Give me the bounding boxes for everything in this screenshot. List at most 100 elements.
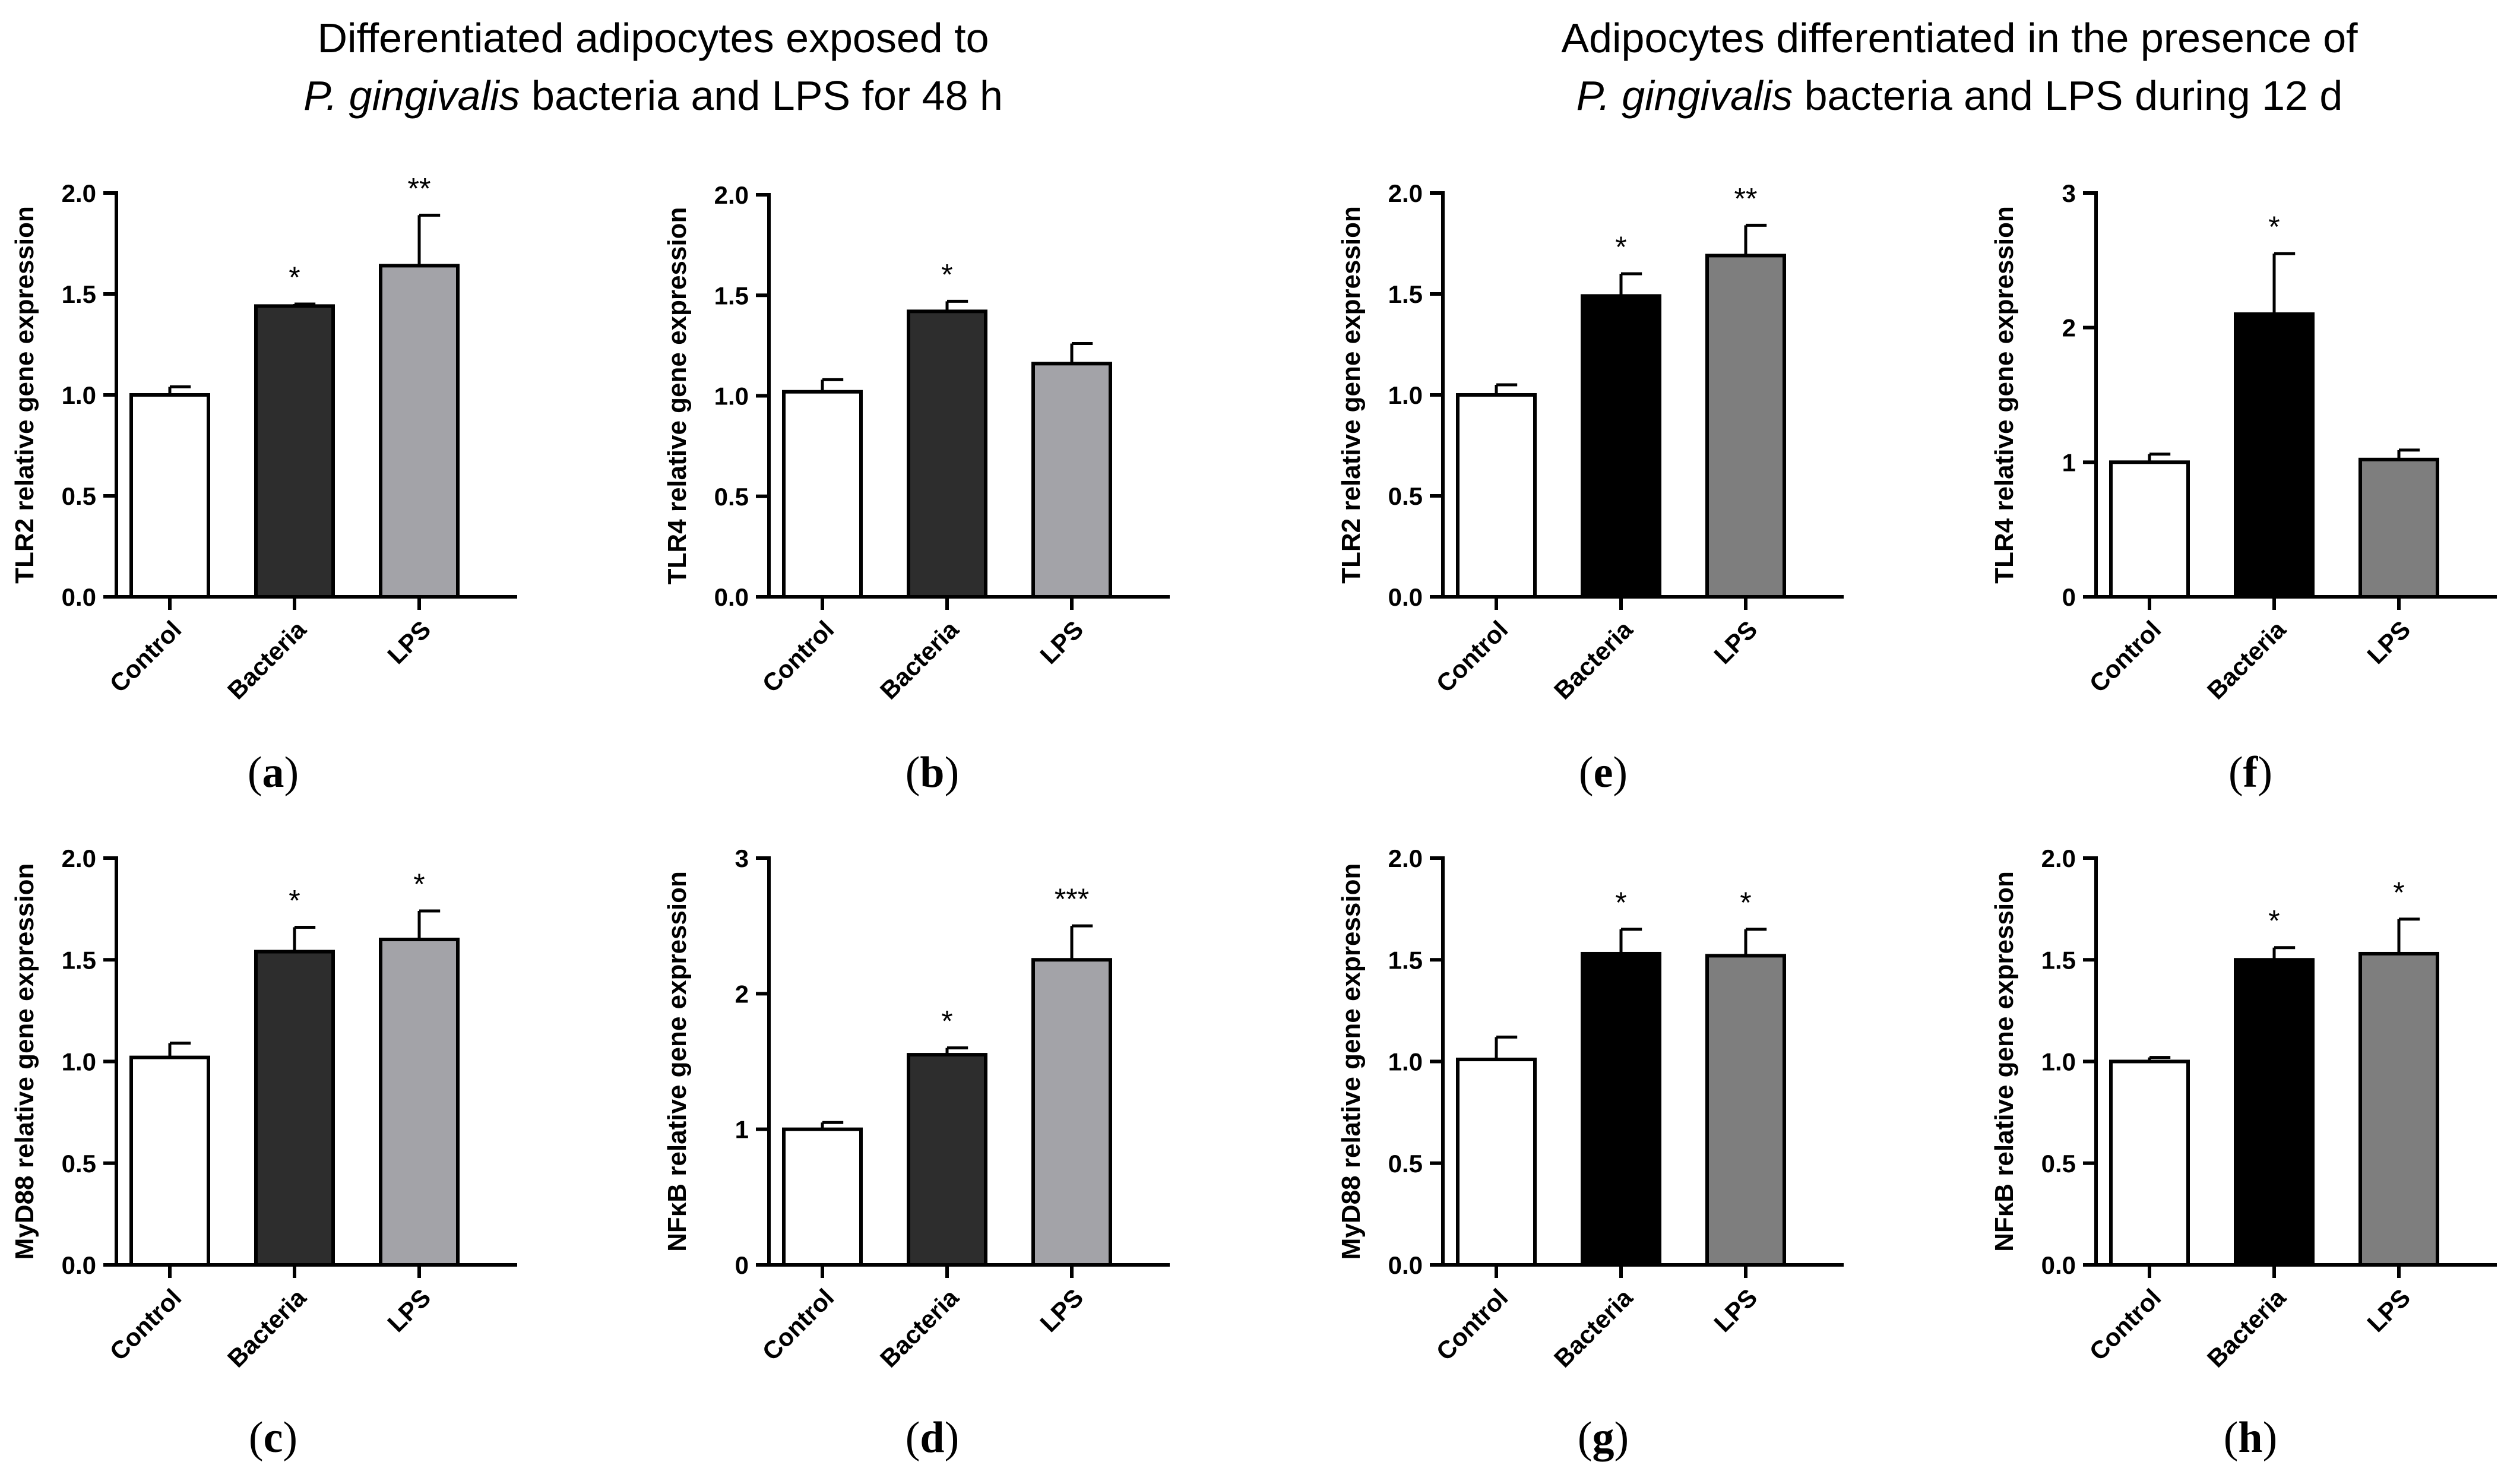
y-axis-label: NFκB relative gene expression bbox=[1990, 871, 2019, 1252]
panel-label: (a) bbox=[248, 748, 299, 797]
y-tick-label: 1.0 bbox=[1388, 381, 1423, 409]
bar-lps bbox=[381, 939, 458, 1265]
y-tick-label: 0.5 bbox=[62, 482, 96, 510]
y-tick-label: 0.5 bbox=[62, 1150, 96, 1178]
y-tick-label: 0.0 bbox=[1388, 1251, 1423, 1279]
panel-label: (g) bbox=[1578, 1413, 1629, 1462]
y-tick-label: 0.0 bbox=[62, 583, 96, 611]
y-tick-label: 2 bbox=[735, 980, 749, 1008]
y-axis-label: MyD88 relative gene expression bbox=[10, 863, 39, 1260]
y-tick-label: 1.0 bbox=[1388, 1048, 1423, 1076]
y-tick-label: 1.5 bbox=[62, 946, 96, 974]
bar-control bbox=[1458, 395, 1535, 597]
x-category-label: Bacteria bbox=[2202, 615, 2291, 705]
bar-lps bbox=[1707, 955, 1784, 1265]
chart-panel-a: 0.0 0.5 1.0 1.5 2.0 TLR2 relative gene expres… bbox=[10, 172, 517, 797]
bar-control bbox=[131, 1058, 208, 1265]
panel-label: (b) bbox=[906, 748, 959, 797]
bar-lps bbox=[381, 265, 458, 597]
y-tick-label: 0.5 bbox=[714, 483, 749, 511]
bar-lps bbox=[1033, 960, 1110, 1265]
y-tick-label: 1.0 bbox=[62, 1048, 96, 1076]
x-category-label: LPS bbox=[382, 1283, 436, 1337]
x-category-label: Control bbox=[2084, 615, 2167, 698]
bar-control bbox=[1458, 1059, 1535, 1265]
header-right-line2: P. gingivalis bacteria and LPS during 12… bbox=[1576, 72, 2343, 119]
y-axis-label: TLR4 relative gene expression bbox=[1990, 206, 2019, 584]
y-axis-label: TLR4 relative gene expression bbox=[663, 207, 692, 585]
header-left-line2: P. gingivalis bacteria and LPS for 48 h bbox=[303, 72, 1003, 119]
y-tick-label: 1.5 bbox=[62, 280, 96, 308]
x-category-label: Control bbox=[2084, 1283, 2167, 1366]
y-tick-label: 1.5 bbox=[1388, 280, 1423, 308]
y-axis-label: TLR2 relative gene expression bbox=[1337, 206, 1366, 584]
x-category-label: Bacteria bbox=[875, 615, 964, 705]
y-tick-label: 0.0 bbox=[714, 583, 749, 611]
x-category-label: Bacteria bbox=[875, 1283, 964, 1373]
y-tick-label: 0.0 bbox=[1388, 583, 1423, 611]
bar-lps bbox=[2360, 460, 2437, 597]
chart-panel-d: 0 1 2 3 NFκB relative gene expression Control… bbox=[663, 844, 1170, 1462]
y-tick-label: 1.0 bbox=[714, 382, 749, 410]
x-category-label: Control bbox=[1431, 615, 1514, 698]
significance-marker: ** bbox=[1734, 182, 1758, 215]
x-category-label: Control bbox=[1431, 1283, 1514, 1366]
y-tick-label: 1.0 bbox=[2041, 1048, 2076, 1076]
bar-lps bbox=[2360, 954, 2437, 1265]
bar-control bbox=[2111, 1062, 2188, 1265]
significance-marker: * bbox=[413, 868, 425, 901]
bar-bacteria bbox=[1582, 296, 1660, 597]
bar-control bbox=[784, 392, 861, 597]
x-category-label: Bacteria bbox=[222, 615, 312, 705]
x-category-label: Bacteria bbox=[222, 1283, 312, 1373]
panel-label: (e) bbox=[1579, 748, 1628, 797]
y-axis-label: TLR2 relative gene expression bbox=[10, 206, 39, 584]
y-axis-label: NFκB relative gene expression bbox=[663, 871, 692, 1252]
chart-panel-f: 0 1 2 3 TLR4 relative gene expression Control… bbox=[1990, 179, 2497, 797]
significance-marker: * bbox=[2393, 876, 2404, 909]
y-tick-label: 1.0 bbox=[62, 381, 96, 409]
x-category-label: LPS bbox=[1034, 1283, 1088, 1337]
y-tick-label: 1.5 bbox=[1388, 946, 1423, 974]
y-tick-label: 2.0 bbox=[62, 179, 96, 207]
chart-panel-b: 0.0 0.5 1.0 1.5 2.0 TLR4 relative gene expres… bbox=[663, 181, 1170, 797]
panels-group: 0.0 0.5 1.0 1.5 2.0 TLR2 relative gene expres… bbox=[10, 172, 2497, 1462]
x-category-label: LPS bbox=[1708, 615, 1762, 669]
y-tick-label: 3 bbox=[2062, 179, 2076, 207]
significance-marker: * bbox=[289, 884, 300, 917]
bar-control bbox=[131, 395, 208, 597]
bar-bacteria bbox=[908, 1055, 986, 1265]
y-tick-label: 2.0 bbox=[714, 181, 749, 209]
bar-bacteria bbox=[256, 306, 333, 597]
x-category-label: Control bbox=[105, 1283, 187, 1366]
bar-bacteria bbox=[2236, 314, 2313, 597]
panel-label: (h) bbox=[2224, 1413, 2277, 1462]
significance-marker: * bbox=[2268, 904, 2280, 938]
y-axis-label: MyD88 relative gene expression bbox=[1337, 863, 1366, 1260]
bar-bacteria bbox=[256, 952, 333, 1265]
x-category-label: LPS bbox=[1708, 1283, 1762, 1337]
chart-panel-e: 0.0 0.5 1.0 1.5 2.0 TLR2 relative gene expres… bbox=[1337, 179, 1844, 797]
x-category-label: Bacteria bbox=[1549, 1283, 1638, 1373]
x-category-label: LPS bbox=[1034, 615, 1088, 669]
bar-control bbox=[784, 1129, 861, 1265]
x-category-label: Control bbox=[105, 615, 187, 698]
significance-marker: * bbox=[1740, 886, 1751, 919]
panel-label: (f) bbox=[2228, 748, 2272, 797]
y-tick-label: 2.0 bbox=[2041, 844, 2076, 872]
bar-lps bbox=[1033, 363, 1110, 597]
chart-panel-c: 0.0 0.5 1.0 1.5 2.0 MyD88 relative gene expre… bbox=[10, 844, 517, 1462]
y-tick-label: 0.5 bbox=[1388, 1150, 1423, 1178]
significance-marker: * bbox=[941, 258, 952, 291]
bar-bacteria bbox=[1582, 954, 1660, 1265]
y-tick-label: 0.5 bbox=[1388, 482, 1423, 510]
figure: Differentiated adipocytes exposed to P. … bbox=[0, 0, 2520, 1484]
y-tick-label: 0.5 bbox=[2041, 1150, 2076, 1178]
y-tick-label: 1.5 bbox=[714, 281, 749, 309]
y-tick-label: 2 bbox=[2062, 314, 2076, 342]
x-category-label: LPS bbox=[382, 615, 436, 669]
x-category-label: LPS bbox=[2361, 615, 2415, 669]
x-category-label: Bacteria bbox=[1549, 615, 1638, 705]
significance-marker: * bbox=[1615, 230, 1626, 264]
y-tick-label: 1 bbox=[735, 1116, 749, 1144]
